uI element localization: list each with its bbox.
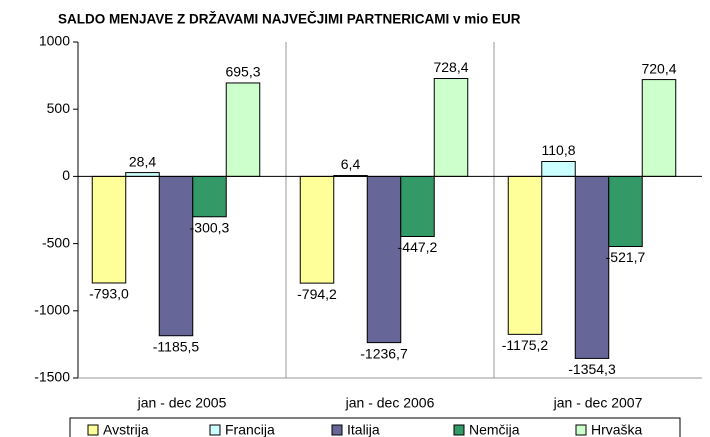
bar xyxy=(541,161,576,177)
bar xyxy=(507,175,543,335)
legend-label: Nemčija xyxy=(469,422,520,437)
bar xyxy=(299,175,335,284)
value-label: 728,4 xyxy=(433,59,468,75)
x-tick-label: jan - dec 2007 xyxy=(553,395,643,411)
y-tick-label: 500 xyxy=(47,100,71,116)
value-label: -794,2 xyxy=(297,286,337,302)
legend-label: Hrvaška xyxy=(591,422,643,437)
legend-swatch xyxy=(331,424,343,436)
bar xyxy=(433,78,469,177)
bar xyxy=(91,175,127,284)
value-label: -1354,3 xyxy=(568,361,616,377)
bar xyxy=(400,175,435,238)
legend-swatch xyxy=(453,424,465,436)
value-label: -1236,7 xyxy=(360,345,408,361)
bar xyxy=(641,79,677,177)
legend-label: Francija xyxy=(225,422,275,437)
value-label: 695,3 xyxy=(225,64,260,80)
legend-label: Avstrija xyxy=(103,422,149,437)
value-label: -793,0 xyxy=(89,286,129,302)
y-tick-label: -500 xyxy=(42,234,70,250)
bar xyxy=(225,82,261,177)
legend-box xyxy=(69,417,681,437)
value-label: 28,4 xyxy=(129,153,156,169)
y-tick-label: -1500 xyxy=(34,369,70,385)
bar xyxy=(125,172,160,177)
x-tick-label: jan - dec 2005 xyxy=(137,395,227,411)
y-tick-label: 1000 xyxy=(39,33,70,49)
legend-swatch xyxy=(209,424,221,436)
legend-swatch xyxy=(575,424,587,436)
chart-title: SALDO MENJAVE Z DRŽAVAMI NAJVEČJIMI PART… xyxy=(58,12,521,27)
legend-label: Italija xyxy=(347,422,380,437)
value-label: -1175,2 xyxy=(502,337,549,353)
value-label: 110,8 xyxy=(542,142,576,158)
value-label: -1185,5 xyxy=(153,338,200,354)
legend-swatch xyxy=(87,424,99,436)
bar xyxy=(192,175,227,218)
y-tick-label: -1000 xyxy=(34,302,70,318)
value-label: -521,7 xyxy=(606,249,646,265)
value-label: -300,3 xyxy=(190,219,230,235)
bar xyxy=(574,175,610,359)
x-tick-label: jan - dec 2006 xyxy=(345,395,435,411)
bar xyxy=(158,175,194,337)
value-label: -447,2 xyxy=(398,239,438,255)
bar xyxy=(366,175,402,344)
bar xyxy=(608,175,643,248)
value-label: 6,4 xyxy=(341,156,361,172)
value-label: 720,4 xyxy=(641,60,676,76)
y-tick-label: 0 xyxy=(62,167,70,183)
